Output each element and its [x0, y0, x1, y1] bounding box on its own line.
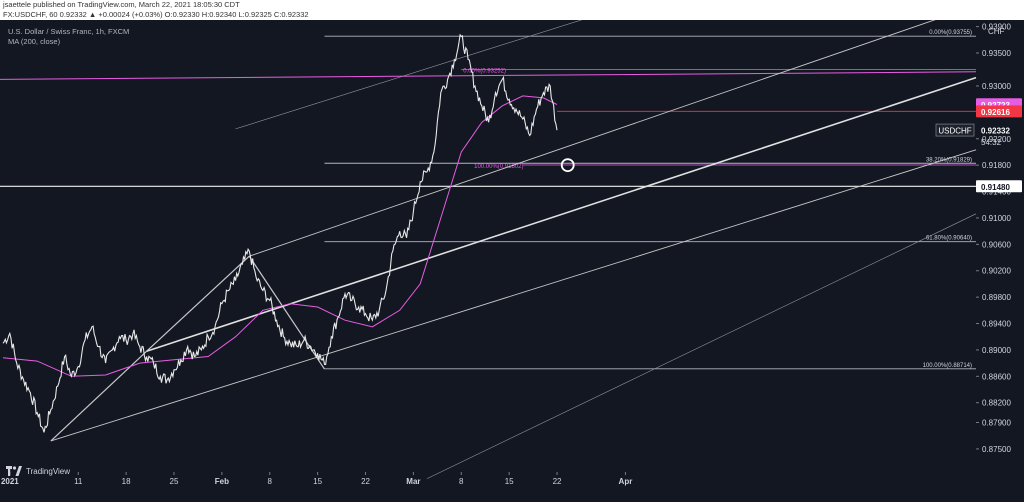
ma-price-badge: 0.92723: [981, 101, 1010, 110]
x-tick-label: Apr: [619, 477, 633, 486]
last-price-badge: 0.92332: [981, 127, 1010, 136]
symbol-label-bg: [935, 123, 975, 137]
x-tick-label: 22: [553, 477, 562, 486]
y-tick-label: 0.91000: [982, 214, 1011, 223]
x-tick-label: 18: [122, 477, 131, 486]
symbol-ohlc-line: FX:USDCHF, 60 0.92332 ▲ +0.00024 (+0.03%…: [3, 10, 309, 19]
channel-far-lower: [426, 213, 977, 479]
tradingview-logo-icon: [6, 466, 22, 476]
y-tick-label: 0.92200: [982, 135, 1011, 144]
fib-magenta-label: 100.00%(0.91802): [474, 164, 523, 170]
x-tick-label: Feb: [215, 477, 229, 486]
x-tick-label: 22: [361, 477, 370, 486]
support-price-badge: 0.91480: [981, 183, 1010, 192]
currency-label: CHF: [988, 27, 1005, 36]
support-price-badge-bg: [976, 180, 1022, 193]
red-price-badge: 0.92616: [981, 108, 1010, 117]
red-price-badge-bg: [976, 105, 1022, 118]
y-tick-label: 0.87500: [982, 445, 1011, 454]
fib-label: 38.20%(0.91829): [926, 157, 972, 163]
y-tick-label: 0.89000: [982, 346, 1011, 355]
y-tick-label: 0.89800: [982, 293, 1011, 302]
publication-header: jsaettele published on TradingView.com, …: [0, 0, 1024, 20]
fib-magenta-label: 0.00%(0.93252): [463, 68, 506, 74]
x-tick-label: 2021: [1, 477, 19, 486]
fib-label: 100.00%(0.88714): [923, 363, 972, 369]
y-tick-label: 0.91800: [982, 161, 1011, 170]
symbol-label: USDCHF: [938, 127, 971, 136]
last-price-badge-bg: [976, 124, 1022, 137]
channel-upper: [249, 20, 936, 257]
swing-line: [50, 350, 148, 442]
channel-mid: [146, 76, 977, 353]
chart-legend-title: U.S. Dollar / Swiss Franc, 1h, FXCM: [8, 27, 129, 36]
channel-lower: [50, 149, 977, 442]
fib-label: 61.80%(0.90640): [926, 236, 972, 242]
chart-pane[interactable]: U.S. Dollar / Swiss Franc, 1h, FXCM MA (2…: [0, 20, 1024, 502]
y-tick-label: 0.90600: [982, 240, 1011, 249]
y-tick-label: 0.93500: [982, 49, 1011, 58]
y-tick-label: 0.93900: [982, 23, 1011, 32]
x-tick-label: Mar: [406, 477, 420, 486]
target-circle: [560, 158, 575, 173]
tradingview-brand[interactable]: TradingView: [6, 466, 70, 476]
price-line: [2, 33, 558, 433]
swing-line: [146, 255, 250, 352]
tradingview-label: TradingView: [26, 466, 71, 476]
x-tick-label: 11: [74, 477, 83, 486]
x-tick-label: 8: [268, 477, 273, 486]
y-tick-label: 0.87900: [982, 419, 1011, 428]
x-tick-label: 15: [505, 477, 514, 486]
bar-countdown: 54:32: [981, 138, 1002, 147]
y-tick-label: 0.89400: [982, 320, 1011, 329]
magenta-resistance-line: [0, 71, 977, 80]
y-tick-label: 0.93000: [982, 82, 1011, 91]
x-tick-label: 25: [170, 477, 179, 486]
x-tick-label: 15: [313, 477, 322, 486]
channel-far-upper: [235, 20, 583, 130]
y-tick-label: 0.88600: [982, 372, 1011, 381]
y-tick-label: 0.90200: [982, 267, 1011, 276]
x-tick-label: 8: [459, 477, 464, 486]
chart-legend-indicator: MA (200, close): [8, 37, 61, 46]
fib-label: 0.00%(0.93755): [929, 30, 972, 36]
y-tick-label: 0.88200: [982, 399, 1011, 408]
publisher-line: jsaettele published on TradingView.com, …: [3, 0, 240, 9]
